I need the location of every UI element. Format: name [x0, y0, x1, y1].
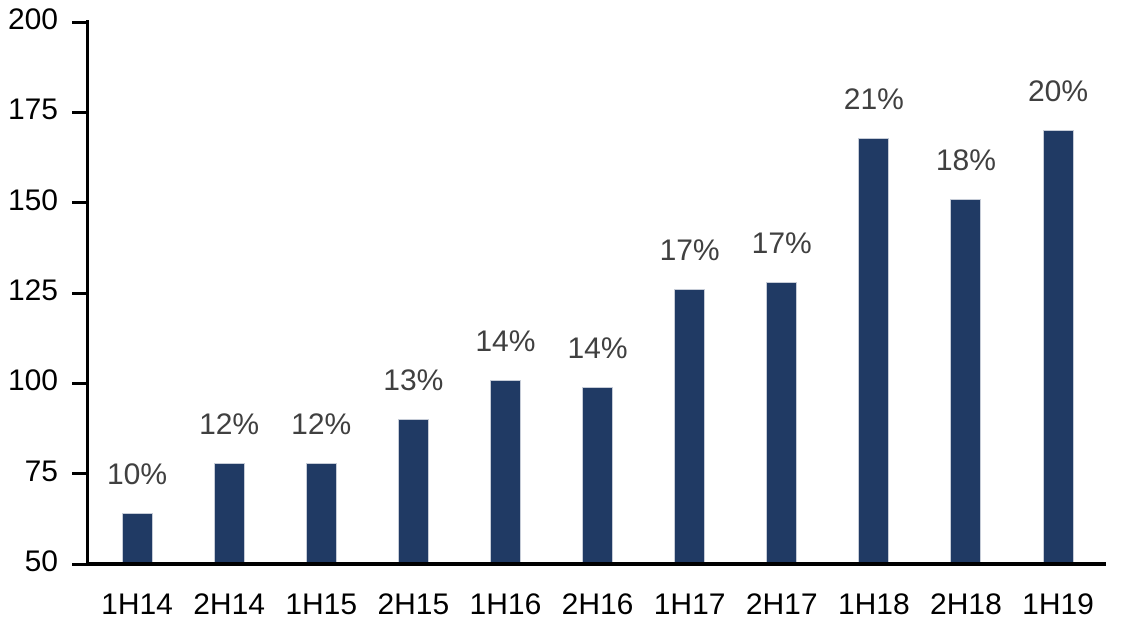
bar-data-label: 14% — [567, 331, 628, 365]
y-axis-tick — [72, 472, 86, 476]
x-tick-label: 2H15 — [377, 588, 450, 621]
x-tick-label: 1H18 — [837, 588, 910, 621]
y-tick-label: 50 — [24, 545, 58, 578]
bar — [305, 462, 337, 564]
bar — [674, 289, 706, 564]
x-tick-label: 2H17 — [745, 588, 818, 621]
bar — [213, 462, 245, 564]
bar — [489, 379, 521, 564]
bar — [950, 199, 982, 564]
y-tick-label: 150 — [7, 183, 58, 217]
bar — [1042, 130, 1074, 564]
x-axis-line — [86, 562, 1106, 566]
bar-data-label: 12% — [199, 407, 260, 441]
bar-data-label: 17% — [751, 227, 812, 261]
bar-data-label: 10% — [106, 458, 168, 492]
x-tick-label: 2H14 — [193, 588, 265, 621]
bar — [121, 513, 153, 564]
bar-data-label: 13% — [383, 364, 444, 398]
y-tick-label: 125 — [7, 274, 58, 307]
x-tick-label: 1H17 — [653, 588, 726, 621]
y-tick-label: 175 — [7, 93, 58, 127]
bar-data-label: 21% — [843, 82, 904, 116]
x-tick-label: 1H19 — [1022, 588, 1094, 621]
x-tick-label: 1H14 — [101, 588, 173, 621]
y-tick-label: 100 — [7, 364, 58, 398]
bar-data-label: 14% — [475, 324, 536, 358]
bar-data-label: 20% — [1027, 75, 1089, 109]
bar-data-label: 12% — [291, 407, 352, 441]
y-axis-tick — [72, 381, 86, 385]
bar-data-label: 18% — [935, 144, 996, 178]
bar — [766, 282, 798, 564]
bar — [397, 419, 429, 564]
y-tick-label: 200 — [7, 3, 58, 36]
y-axis-line — [86, 20, 89, 566]
y-tick-label: 75 — [24, 454, 58, 488]
bar — [582, 386, 613, 564]
x-tick-label: 2H16 — [561, 588, 634, 621]
y-axis-tick — [72, 562, 86, 566]
y-axis-tick — [72, 291, 86, 295]
x-tick-label: 2H18 — [930, 588, 1002, 621]
y-axis-tick — [72, 201, 86, 205]
bar — [858, 137, 890, 564]
bar-data-label: 17% — [659, 234, 720, 268]
x-tick-label: 1H16 — [469, 588, 542, 621]
y-axis-tick — [72, 20, 86, 24]
x-tick-label: 1H15 — [285, 588, 358, 621]
y-axis-tick — [72, 110, 86, 114]
